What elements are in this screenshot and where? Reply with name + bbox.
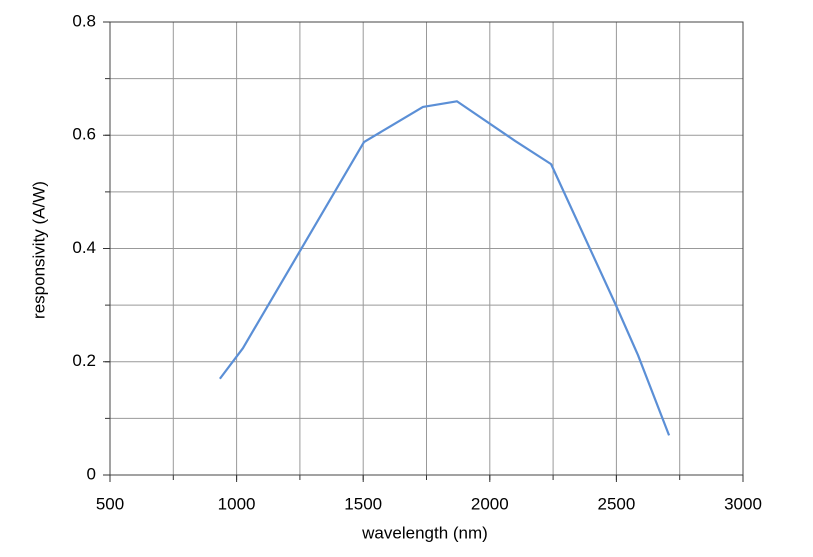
x-tick-label: 1500 [344,494,382,513]
y-tick-label: 0.6 [72,125,96,144]
y-tick-label: 0 [87,464,96,483]
x-tick-label: 3000 [724,494,762,513]
data-line [219,100,671,436]
y-tick-label: 0.2 [72,351,96,370]
y-tick-label: 0.8 [72,11,96,30]
y-axis-label: responsivity (A/W) [29,181,48,319]
x-tick-label: 500 [96,494,124,513]
x-tick-label: 2000 [471,494,509,513]
x-tick-label: 1000 [218,494,256,513]
x-axis-label: wavelength (nm) [361,523,488,542]
y-tick-label: 0.4 [72,238,96,257]
x-tick-label: 2500 [597,494,635,513]
